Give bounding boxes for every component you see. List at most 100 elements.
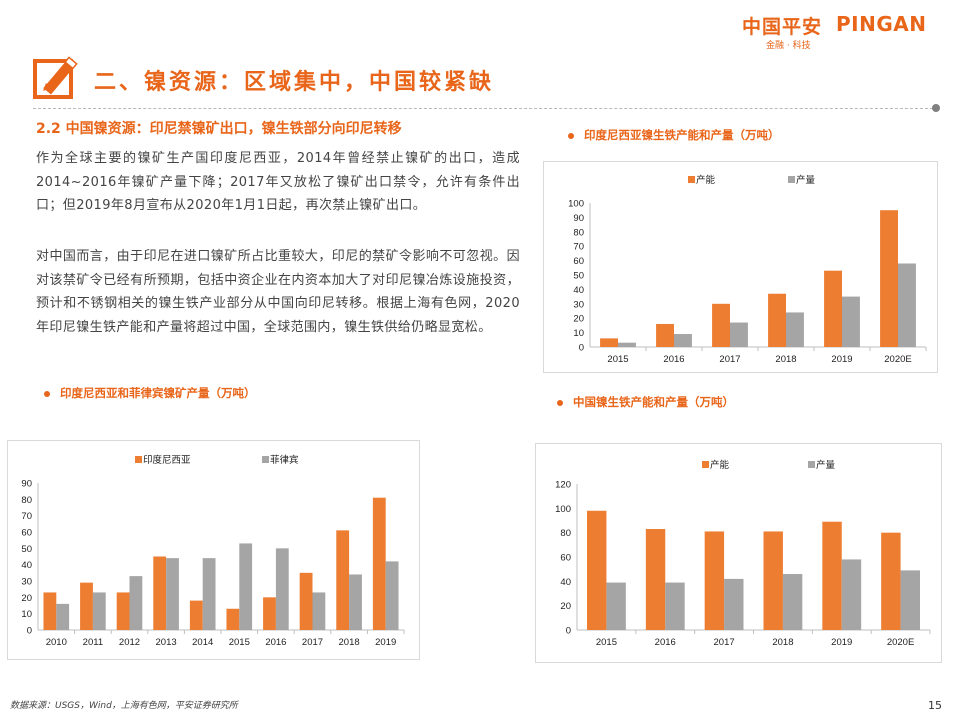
bar-series1 (263, 597, 276, 630)
legend-label: 产能 (696, 174, 716, 186)
bar-series1 (116, 592, 130, 630)
x-tick-label: 2016 (655, 637, 676, 648)
y-tick-label: 70 (21, 511, 32, 522)
x-tick-label: 2015 (596, 637, 617, 648)
x-tick-label: 2020E (884, 354, 911, 365)
bar-series2 (900, 570, 920, 630)
bar-series2 (842, 296, 860, 347)
y-tick-label: 50 (573, 271, 584, 282)
bar-series2 (385, 561, 399, 630)
bullet-icon (557, 399, 563, 406)
bar-series1 (226, 608, 240, 630)
bar-series2 (665, 582, 685, 630)
logo-en: PINGAN (836, 12, 927, 36)
x-tick-label: 2018 (775, 354, 796, 365)
bar-series1 (824, 270, 842, 347)
y-tick-label: 80 (573, 227, 584, 238)
y-tick-label: 0 (579, 343, 584, 354)
y-tick-label: 60 (560, 553, 571, 564)
bar-series1 (336, 530, 350, 630)
bar-series1 (153, 556, 167, 630)
y-tick-label: 40 (21, 560, 32, 571)
bar-series1 (763, 531, 783, 630)
bar-series2 (841, 559, 862, 630)
x-tick-label: 2018 (772, 637, 793, 648)
legend-label: 印度尼西亚 (143, 454, 191, 466)
bullet-icon (568, 132, 574, 139)
x-tick-label: 2019 (831, 637, 852, 648)
x-tick-label: 2012 (119, 637, 140, 648)
page-number: 15 (928, 699, 942, 712)
bar-series1 (587, 510, 607, 630)
paragraph-2: 对中国而言，由于印尼在进口镍矿所占比重较大，印尼的禁矿令影响不可忽视。因对该禁矿… (36, 249, 520, 335)
bar-series2 (312, 592, 326, 630)
bar-series2 (349, 574, 362, 630)
y-tick-label: 100 (555, 504, 571, 515)
legend-swatch (688, 176, 695, 183)
x-tick-label: 2020E (887, 637, 914, 648)
legend-swatch (262, 456, 269, 463)
y-tick-label: 120 (555, 480, 571, 491)
y-tick-label: 90 (21, 479, 32, 490)
y-tick-label: 80 (560, 528, 571, 539)
chart-china-npi: 0 20 40 60 80 100 120 2015 2016 2017 2018 2019 2020E… (535, 443, 942, 663)
bullet-icon (44, 390, 50, 397)
x-tick-label: 2019 (375, 637, 396, 648)
y-tick-label: 40 (560, 577, 571, 588)
legend-swatch (788, 176, 795, 183)
bar-series1 (43, 592, 57, 630)
bar-series1 (712, 303, 730, 347)
sub-heading: 2.2 中国镍资源：印尼禁镍矿出口，镍生铁部分向印尼转移 (36, 121, 402, 137)
x-tick-label: 2017 (719, 354, 740, 365)
y-tick-label: 0 (566, 626, 571, 637)
bar-series2 (56, 603, 70, 630)
bar-series1 (645, 529, 666, 630)
x-tick-label: 2016 (663, 354, 684, 365)
bar-series2 (674, 334, 692, 347)
bar-series2 (239, 543, 253, 630)
y-tick-label: 100 (568, 199, 584, 210)
bar-series2 (92, 592, 106, 630)
bar-series1 (880, 210, 898, 347)
y-tick-label: 60 (573, 256, 584, 267)
chart-title-indonesia-npi: 印度尼西亚镍生铁产能和产量（万吨） (568, 127, 780, 143)
logo-cn: 中国平安 (742, 16, 823, 38)
y-tick-label: 50 (21, 544, 32, 555)
legend-swatch (808, 461, 815, 468)
y-tick-label: 20 (573, 314, 584, 325)
bar-series2 (166, 558, 179, 630)
x-tick-label: 2016 (265, 637, 286, 648)
x-tick-label: 2015 (229, 637, 250, 648)
y-tick-label: 60 (21, 528, 32, 539)
chart-indonesia-npi: 0 10 20 30 40 50 60 70 80 90 100 2015 2016 2017 2018 20… (543, 161, 938, 373)
y-tick-label: 90 (573, 213, 584, 224)
bar-series2 (782, 574, 803, 630)
bar-series2 (275, 548, 289, 630)
y-tick-label: 80 (21, 495, 32, 506)
x-tick-label: 2017 (302, 637, 323, 648)
x-tick-label: 2019 (831, 354, 852, 365)
bar-series1 (600, 338, 618, 347)
legend-swatch (702, 461, 709, 468)
pencil-edit-icon (33, 56, 78, 99)
paragraph-1: 作为全球主要的镍矿生产国印度尼西亚，2014年曾经禁止镍矿的出口，造成2014~… (36, 151, 520, 213)
bar-series2 (724, 578, 744, 630)
bar-series1 (704, 531, 725, 630)
bar-series1 (768, 293, 786, 347)
bar-series2 (898, 263, 916, 347)
bar-series1 (189, 600, 203, 630)
y-tick-label: 20 (560, 601, 571, 612)
legend-label: 产能 (710, 459, 730, 471)
x-tick-label: 2010 (46, 637, 67, 648)
divider (33, 108, 938, 109)
bar-series1 (372, 497, 386, 630)
x-tick-label: 2014 (192, 637, 213, 648)
y-tick-label: 0 (27, 626, 32, 637)
bar-series1 (822, 521, 842, 630)
bar-series2 (618, 342, 636, 347)
footer-source: 数据来源：USGS，Wind，上海有色网，平安证券研究所 (10, 701, 238, 711)
section-title: 二、镍资源：区域集中，中国较紧缺 (94, 69, 495, 95)
x-tick-label: 2015 (607, 354, 628, 365)
chart-ore-production: 0 10 20 30 40 50 60 70 80 90 2010 2011 2012 2013 2014 2… (7, 440, 420, 660)
bar-series1 (299, 572, 313, 630)
